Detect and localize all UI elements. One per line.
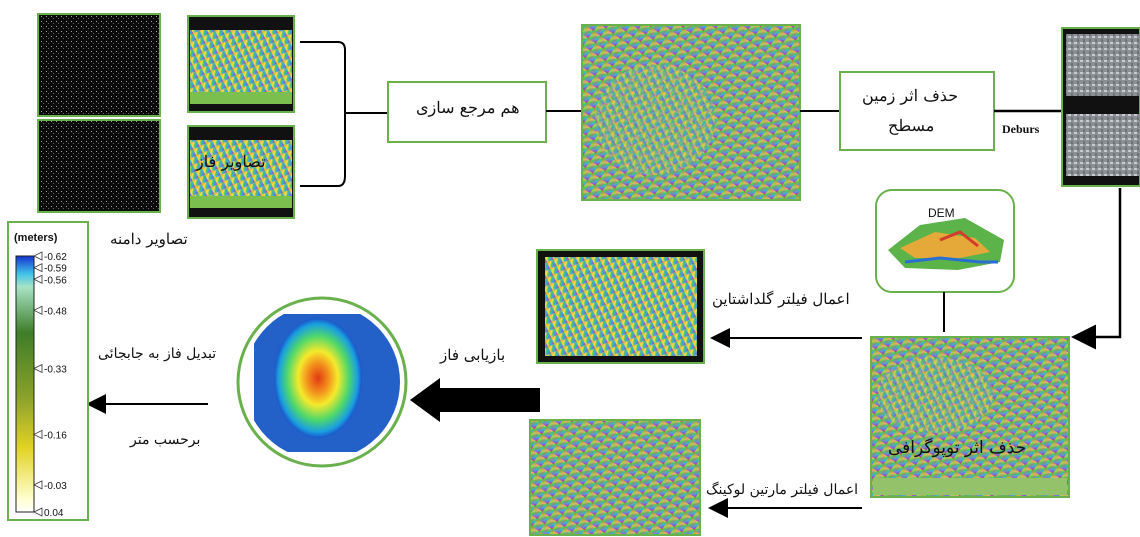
legend-tick-label: -0.48 <box>44 306 67 317</box>
topo-removed-image <box>870 336 1070 498</box>
deburst-images <box>1061 27 1140 187</box>
amplitude-images-label: تصاویر دامنه <box>110 230 188 248</box>
legend-tick-marker <box>33 507 43 517</box>
legend-tick-marker <box>33 363 43 374</box>
phase-unwrapping-label: بازیابی فاز <box>440 346 506 364</box>
unwrapping-arrow <box>410 378 540 422</box>
legend-tick-label: -0.16 <box>44 430 67 441</box>
phase-image-1 <box>187 15 295 113</box>
phase-image-2 <box>187 125 295 219</box>
amplitude-image-2 <box>37 119 161 213</box>
goldstein-filtered-image <box>536 249 705 364</box>
martin-filtered-image <box>529 419 701 536</box>
amplitude-image-1 <box>37 13 161 117</box>
phase-images-label: تصاویر فاز <box>196 152 266 171</box>
legend-title: (meters) <box>14 232 58 244</box>
legend-tick-label: -0.56 <box>44 275 67 286</box>
legend-tick-marker <box>33 480 43 490</box>
flat-earth-box <box>839 71 995 151</box>
topographic-removal-label: حذف اثر توپوگرافی <box>888 438 1027 458</box>
legend-ticks: -0.62-0.59-0.56 -0.48 -0.33 -0.16 -0.03 0.04 <box>33 251 67 519</box>
displacement-legend <box>7 221 89 521</box>
phase-to-displacement-label-line2: برحسب متر <box>130 432 201 448</box>
phase-to-displacement-label-line1: تبدیل فاز به جابجائی <box>98 346 217 362</box>
legend-tick-label: -0.33 <box>44 364 67 375</box>
displacement-map <box>236 296 408 468</box>
merge-bracket <box>300 41 388 187</box>
legend-tick-label: -0.62 <box>44 252 67 263</box>
flat-earth-label-line2: مسطح <box>888 116 935 135</box>
martin-filter-label: اعمال فیلتر مارتین لوکینگ <box>706 482 859 498</box>
legend-tick-marker <box>33 251 43 261</box>
flow-arrow-to-topo <box>1071 188 1122 350</box>
deburst-label: Deburs <box>1002 122 1040 136</box>
coregistration-box <box>387 81 547 143</box>
dem-label: DEM <box>928 206 955 220</box>
legend-tick-label: 0.04 <box>44 508 64 519</box>
legend-tick-label: -0.03 <box>44 481 67 492</box>
goldstein-filter-label: اعمال فیلتر گلداشتاین <box>712 290 850 308</box>
legend-tick-marker <box>33 262 43 273</box>
interferogram-image <box>581 24 801 201</box>
legend-tick-marker <box>33 429 43 440</box>
legend-tick-marker <box>33 305 43 315</box>
flat-earth-label-line1: حذف اثر زمین <box>862 86 959 105</box>
legend-tick-marker <box>33 274 43 284</box>
legend-tick-label: -0.59 <box>44 264 67 275</box>
coregistration-label: هم مرجع سازی <box>416 98 520 117</box>
